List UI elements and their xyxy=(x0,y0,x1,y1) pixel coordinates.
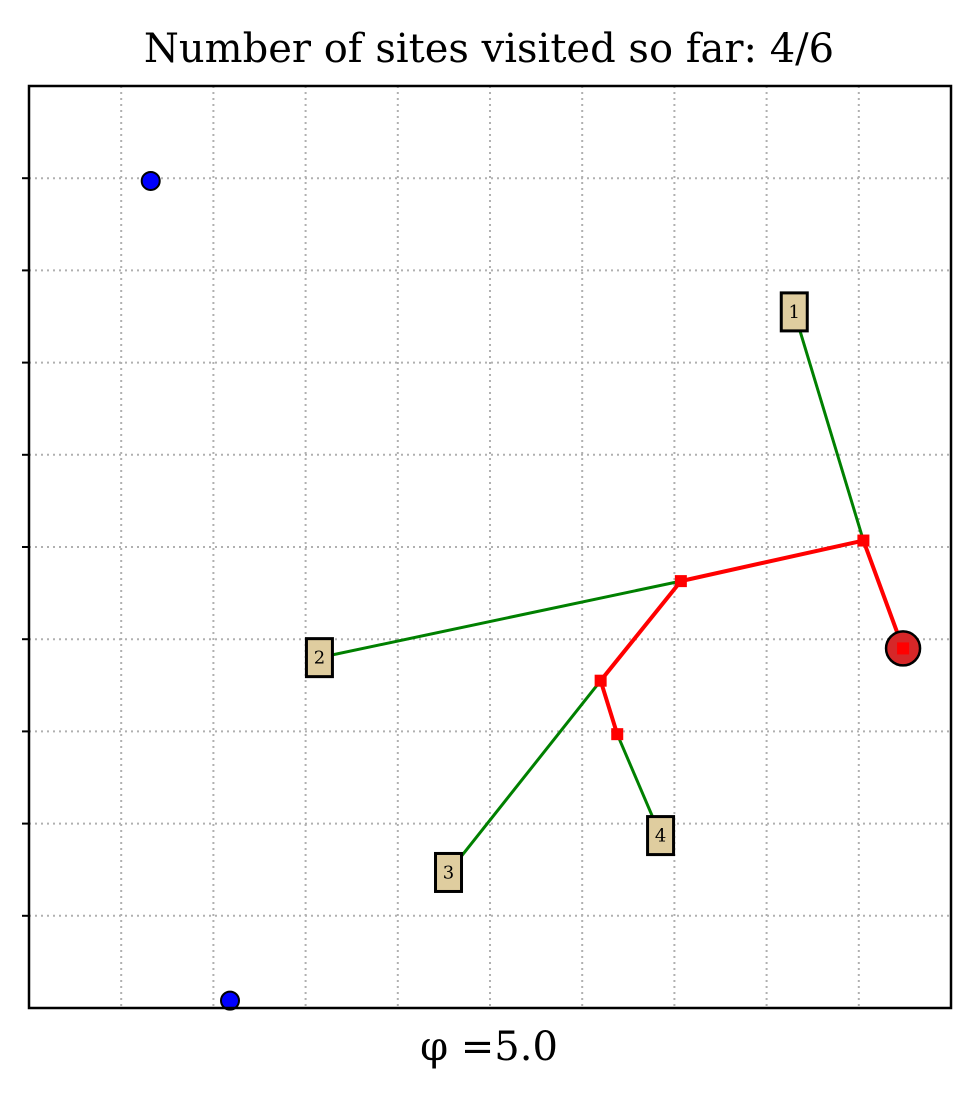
tree-edge xyxy=(598,579,683,683)
unvisited-site xyxy=(140,170,161,191)
visited-site: 4 xyxy=(646,815,676,857)
visited-site: 1 xyxy=(779,291,809,333)
site-link-line xyxy=(792,311,865,541)
tree-edge xyxy=(861,538,906,651)
visited-site: 3 xyxy=(434,851,464,893)
tree-node xyxy=(857,534,870,547)
tree-node xyxy=(897,642,910,655)
site-link-line xyxy=(447,679,602,874)
plot-area: 1 2 3 4 xyxy=(22,84,953,1011)
site-label: 2 xyxy=(314,648,325,669)
site-label-box xyxy=(304,637,334,679)
site-label-box xyxy=(434,851,464,893)
chart-title: Number of sites visited so far: 4/6 xyxy=(144,26,834,72)
site-label: 1 xyxy=(789,302,800,323)
site-label-box xyxy=(646,815,676,857)
unvisited-site xyxy=(219,990,240,1011)
tree-node xyxy=(674,575,687,588)
site-link-line xyxy=(319,579,682,660)
tree-node xyxy=(611,728,624,741)
visited-site: 2 xyxy=(304,637,334,679)
tree-edge xyxy=(678,538,866,584)
site-label-box xyxy=(779,291,809,333)
site-label: 3 xyxy=(443,862,454,883)
tree-edge xyxy=(598,678,620,737)
axes-frame xyxy=(27,84,953,1010)
tree-node xyxy=(594,674,607,687)
x-axis-label: φ =5.0 xyxy=(420,1024,558,1070)
site-label: 4 xyxy=(655,826,666,847)
